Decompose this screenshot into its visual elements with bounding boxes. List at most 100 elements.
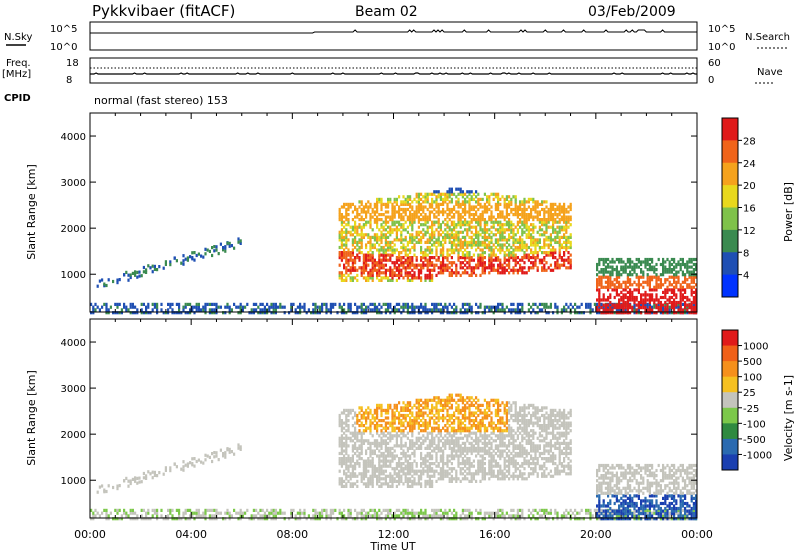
velocity-cell: [365, 416, 368, 420]
power-cell: [270, 305, 273, 309]
power-cell: [637, 260, 640, 264]
power-cell: [567, 256, 570, 260]
velocity-cell: [398, 429, 401, 433]
power-cell: [541, 228, 544, 232]
power-cell: [475, 220, 478, 224]
velocity-cell: [428, 408, 431, 412]
power-cell: [316, 311, 319, 315]
velocity-cell: [450, 449, 453, 453]
velocity-cell: [365, 411, 368, 415]
power-cell: [536, 253, 539, 257]
power-cell: [417, 205, 420, 209]
power-cell: [213, 311, 216, 315]
velocity-cell: [426, 482, 429, 486]
velocity-cell: [367, 441, 370, 445]
velocity-cell: [145, 474, 148, 478]
power-cell: [349, 266, 352, 270]
power-cell: [437, 266, 440, 270]
power-cell: [554, 235, 557, 239]
velocity-cell: [442, 472, 445, 476]
velocity-cell: [415, 472, 418, 476]
power-cell: [365, 245, 368, 250]
velocity-cell: [450, 416, 453, 420]
power-cell: [534, 243, 537, 247]
power-cell: [538, 240, 541, 244]
velocity-cell: [393, 479, 396, 483]
power-cell: [477, 202, 480, 206]
power-cell: [497, 202, 500, 206]
velocity-cell: [422, 411, 425, 415]
power-cell: [461, 311, 464, 315]
power-cell: [519, 245, 522, 250]
velocity-cell: [378, 462, 381, 466]
noise-left-tick-top: 10^5: [50, 24, 77, 35]
power-cell: [426, 258, 429, 262]
power-cell: [659, 311, 662, 315]
power-cell: [622, 270, 625, 274]
power-cell: [354, 207, 357, 212]
power-cell: [596, 298, 599, 302]
velocity-cell: [413, 477, 416, 481]
power-cell: [501, 245, 504, 250]
power-cell: [611, 260, 614, 264]
power-cell: [303, 302, 306, 306]
power-cell: [530, 215, 533, 219]
power-cell: [356, 308, 359, 312]
power-cell: [360, 200, 363, 204]
velocity-cell: [433, 446, 436, 450]
power-cell: [384, 308, 387, 312]
velocity-cell: [431, 514, 434, 518]
velocity-cell: [404, 451, 407, 456]
velocity-cell: [160, 508, 163, 512]
power-cell: [233, 246, 236, 250]
velocity-cell: [184, 508, 187, 512]
velocity-cell: [406, 517, 409, 521]
power-cell: [413, 215, 416, 219]
velocity-cell: [343, 431, 346, 435]
velocity-cell: [365, 439, 368, 443]
power-cell: [622, 288, 625, 292]
velocity-cell: [351, 431, 354, 435]
power-cell: [510, 308, 513, 312]
velocity-cell: [426, 474, 429, 478]
velocity-cell: [343, 454, 346, 458]
velocity-cell: [351, 449, 354, 453]
power-cell: [673, 260, 676, 264]
power-cell: [497, 258, 500, 262]
velocity-cell: [409, 441, 412, 445]
power-cell: [373, 202, 376, 206]
velocity-cell: [415, 511, 418, 515]
velocity-cell: [453, 517, 456, 521]
power-cell: [384, 268, 387, 272]
power-cell: [569, 205, 572, 209]
velocity-cell: [395, 434, 398, 438]
velocity-cell: [373, 411, 376, 415]
power-cell: [180, 311, 183, 315]
power-cell: [222, 248, 225, 252]
power-cell: [393, 205, 396, 209]
power-cell: [470, 235, 473, 239]
power-cell: [622, 280, 625, 284]
power-cell: [393, 200, 396, 204]
power-cell: [413, 273, 416, 277]
power-cell: [483, 223, 486, 227]
power-cell: [516, 205, 519, 209]
velocity-cell: [345, 464, 348, 468]
power-cell: [360, 251, 363, 255]
freq-trace: [90, 72, 697, 75]
power-cell: [448, 235, 451, 239]
velocity-cell: [261, 508, 264, 512]
velocity-cell: [349, 411, 352, 415]
power-cell: [450, 200, 453, 204]
power-cell: [644, 306, 647, 310]
power-cell: [400, 213, 403, 217]
velocity-cell: [413, 479, 416, 483]
velocity-cell: [420, 451, 423, 456]
power-cell: [534, 248, 537, 252]
power-cell: [666, 298, 669, 302]
power-cell: [648, 283, 651, 287]
velocity-cell: [376, 406, 379, 410]
power-cell: [514, 238, 517, 242]
power-cell: [596, 265, 599, 269]
